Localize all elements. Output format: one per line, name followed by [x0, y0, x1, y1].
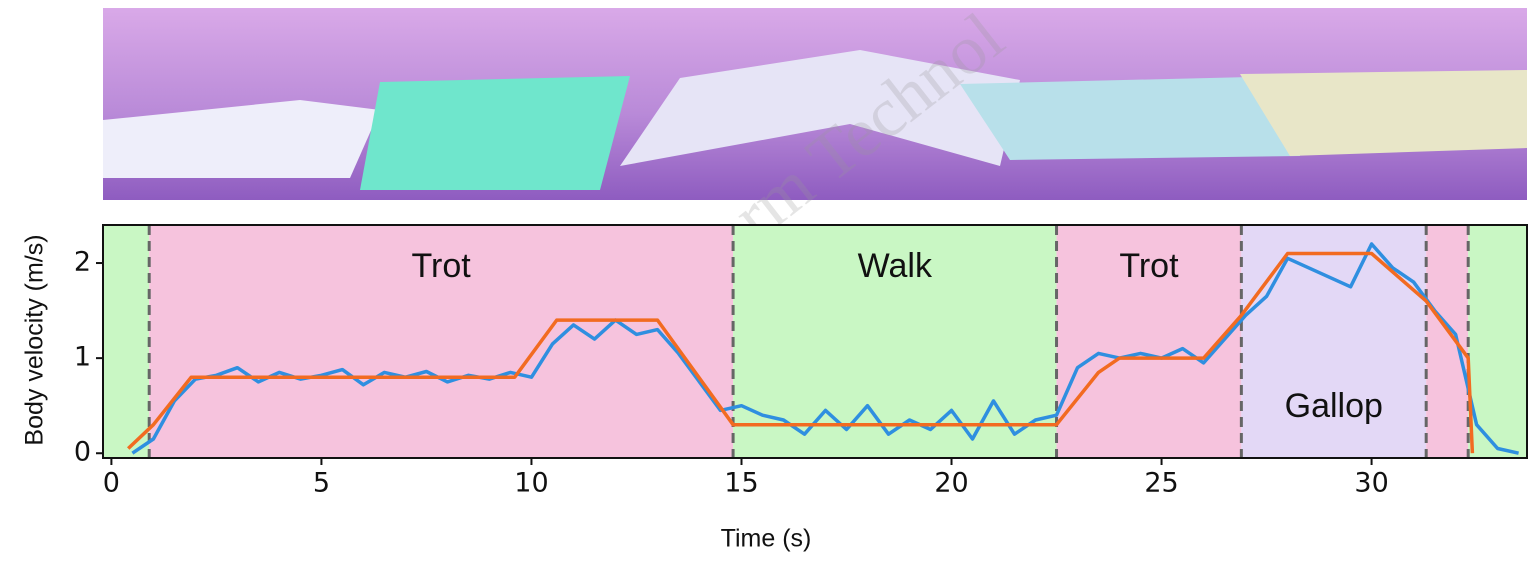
- x-tick-label: 5: [313, 468, 330, 499]
- x-axis-label: Time (s): [721, 525, 812, 553]
- phase-label: Walk: [858, 247, 933, 285]
- x-tick-label: 15: [724, 468, 758, 499]
- y-tick-label: 0: [74, 437, 91, 468]
- phase-label: Trot: [412, 247, 472, 285]
- y-axis-label: Body velocity (m/s): [21, 234, 49, 445]
- x-tick-label: 10: [514, 468, 548, 499]
- phase-label: Trot: [1119, 247, 1179, 285]
- y-tick-label: 1: [74, 342, 91, 373]
- x-tick-label: 30: [1354, 468, 1388, 499]
- phase-region: [1426, 225, 1468, 458]
- y-tick-label: 2: [74, 247, 91, 278]
- figure: Front Inform Technol TrotWalkTrotGallop0…: [0, 0, 1532, 557]
- x-tick-label: 25: [1144, 468, 1178, 499]
- x-tick-label: 0: [103, 468, 120, 499]
- phase-region: [103, 225, 149, 458]
- phase-label: Gallop: [1285, 387, 1383, 425]
- x-tick-label: 20: [934, 468, 968, 499]
